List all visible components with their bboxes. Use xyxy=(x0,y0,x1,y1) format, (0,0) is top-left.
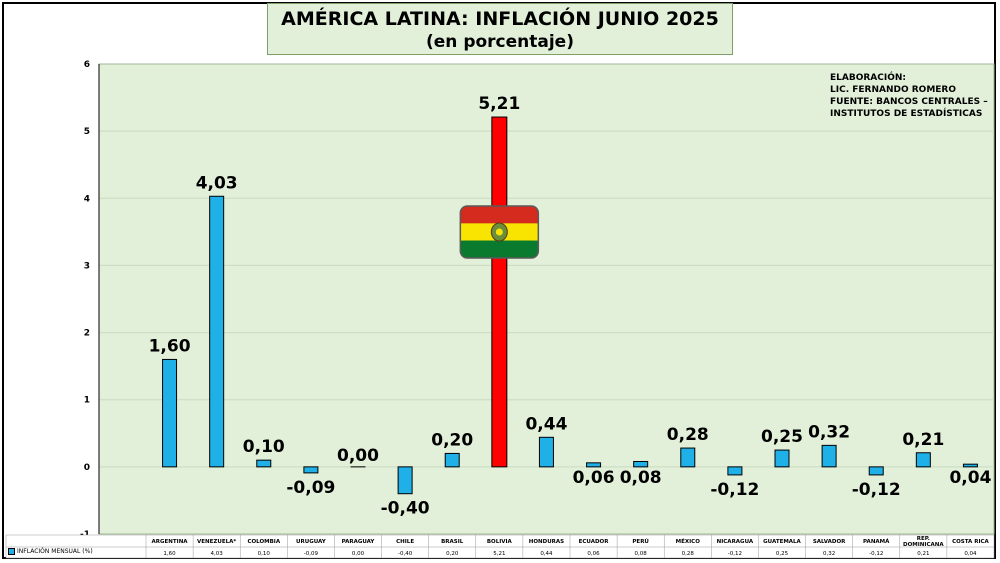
credits-line: FUENTE: BANCOS CENTRALES – xyxy=(830,97,988,107)
table-value: 0,04 xyxy=(964,551,977,557)
table-value: 0,21 xyxy=(917,551,929,557)
chart-title: AMÉRICA LATINA: INFLACIÓN JUNIO 2025 xyxy=(281,8,719,30)
category-label: CHILE xyxy=(396,539,414,545)
bar xyxy=(727,466,743,476)
data-label: -0,12 xyxy=(852,480,901,500)
bolivia-flag-icon xyxy=(459,205,540,259)
bar xyxy=(538,436,554,468)
data-label: 4,03 xyxy=(196,173,238,193)
bar xyxy=(633,460,649,468)
bar xyxy=(209,195,225,468)
bar xyxy=(162,358,178,468)
table-value: -0,12 xyxy=(728,551,742,557)
category-label: PANAMÁ xyxy=(863,538,890,545)
category-label: COSTA RICA xyxy=(952,539,989,545)
table-value: 0,25 xyxy=(776,551,789,557)
category-label: GUATEMALA xyxy=(763,539,801,545)
data-label: 0,28 xyxy=(667,425,709,445)
credits-line: INSTITUTOS DE ESTADÍSTICAS xyxy=(830,109,983,119)
data-label: 0,04 xyxy=(949,468,991,488)
bar xyxy=(774,449,790,468)
category-label: PARAGUAY xyxy=(342,539,376,545)
data-label: 5,21 xyxy=(478,94,520,114)
y-tick-label: 1 xyxy=(84,396,90,406)
bar xyxy=(821,444,837,468)
data-label: 0,44 xyxy=(525,414,567,434)
category-label: VENEZUELA* xyxy=(197,539,236,545)
category-label: ARGENTINA xyxy=(152,539,189,545)
category-label: NICARAGUA xyxy=(717,539,754,545)
legend-swatch xyxy=(8,548,15,555)
y-tick-label: 4 xyxy=(84,194,90,204)
chart-subtitle: (en porcentaje) xyxy=(426,32,574,52)
bar xyxy=(303,466,319,474)
y-tick-label: 6 xyxy=(84,60,90,70)
bar xyxy=(680,447,696,468)
credits-line: LIC. FERNANDO ROMERO xyxy=(830,85,957,95)
table-value: 0,10 xyxy=(258,551,271,557)
data-label: 0,08 xyxy=(620,468,662,488)
category-label: BRASIL xyxy=(441,539,464,545)
data-label: 0,32 xyxy=(808,422,850,442)
category-label: SALVADOR xyxy=(813,539,846,545)
category-label: REP. xyxy=(917,536,930,542)
data-label: 0,00 xyxy=(337,446,379,466)
table-value: 5,21 xyxy=(493,551,505,557)
data-label: 0,25 xyxy=(761,427,803,447)
table-value: 0,00 xyxy=(352,551,365,557)
data-label: 0,20 xyxy=(431,430,473,450)
data-label: 0,06 xyxy=(573,468,615,488)
table-value: 0,06 xyxy=(587,551,600,557)
flag-red-stripe xyxy=(460,219,539,224)
bar xyxy=(256,459,272,468)
table-value: -0,12 xyxy=(869,551,883,557)
credits-line: ELABORACIÓN: xyxy=(830,73,906,83)
y-tick-label: 2 xyxy=(84,329,90,339)
table-value: 0,08 xyxy=(635,551,648,557)
bar xyxy=(491,116,508,468)
category-label: BOLIVIA xyxy=(487,539,513,545)
data-table xyxy=(5,534,995,559)
bar xyxy=(444,452,460,468)
legend: INFLACIÓN MENSUAL (%) xyxy=(8,548,93,555)
legend-label: INFLACIÓN MENSUAL (%) xyxy=(17,548,93,555)
category-label: MÉXICO xyxy=(676,537,701,545)
coat-of-arms-center xyxy=(495,228,503,236)
data-label: -0,12 xyxy=(710,480,759,500)
title-box: AMÉRICA LATINA: INFLACIÓN JUNIO 2025 (en… xyxy=(267,3,733,55)
data-label: 0,21 xyxy=(902,430,944,450)
flag-red-stripe xyxy=(460,206,539,224)
data-label: 1,60 xyxy=(149,336,191,356)
data-label: -0,09 xyxy=(286,478,335,498)
flag-green-stripe xyxy=(460,240,539,246)
bar xyxy=(586,462,602,468)
y-tick-label: 5 xyxy=(84,127,90,137)
data-label: 0,10 xyxy=(243,437,285,457)
data-label: -0,40 xyxy=(381,499,430,519)
table-value: 0,28 xyxy=(682,551,695,557)
table-value: -0,09 xyxy=(304,551,319,557)
category-label: HONDURAS xyxy=(529,539,564,545)
category-label: URUGUAY xyxy=(296,539,327,545)
y-tick-label: 3 xyxy=(84,261,90,271)
credits: ELABORACIÓN: LIC. FERNANDO ROMERO FUENTE… xyxy=(830,72,988,120)
table-value: 0,20 xyxy=(446,551,459,557)
table-value: 4,03 xyxy=(211,551,224,557)
category-label: DOMINICANA xyxy=(903,542,944,548)
table-value: 0,32 xyxy=(823,551,835,557)
y-tick-label: 0 xyxy=(84,463,90,473)
bar xyxy=(915,452,931,468)
bar xyxy=(868,466,884,476)
flag-border xyxy=(459,205,540,259)
category-label: COLOMBIA xyxy=(247,539,280,545)
table-value: 0,44 xyxy=(540,551,553,557)
category-label: PERÚ xyxy=(632,538,649,545)
bar xyxy=(962,463,978,468)
category-label: ECUADOR xyxy=(579,539,610,545)
table-value: -0,40 xyxy=(398,551,413,557)
table-value: 1,60 xyxy=(163,551,176,557)
bar xyxy=(397,466,413,495)
